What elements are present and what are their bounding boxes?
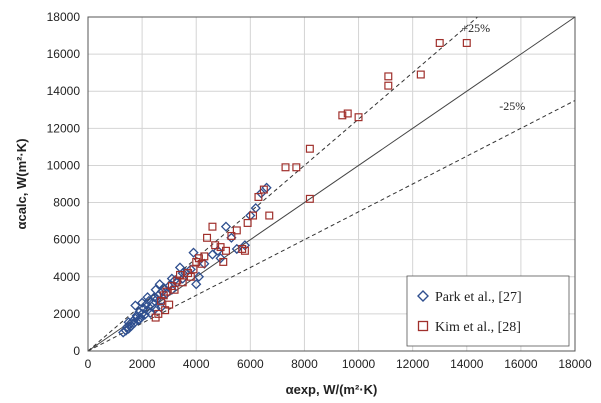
y-tick-label: 14000 [47,84,81,98]
park-data-point [142,292,153,303]
legend-marker-kim [417,320,429,332]
legend-marker-park [417,290,429,302]
park-data-point [220,221,232,232]
y-tick-label: 0 [73,344,80,358]
kim-data-point [281,163,290,172]
kim-data-point [157,296,166,305]
kim-data-point [173,276,182,285]
y-tick-label: 2000 [53,307,80,321]
kim-data-point [211,241,220,250]
park-data-point [199,258,210,269]
y-tick-label: 4000 [53,270,80,284]
kim-data-point [254,192,263,201]
kim-data-point [203,233,212,242]
y-tick-label: 8000 [53,196,80,210]
kim-data-point [189,265,198,274]
kim-data-point [240,246,249,255]
legend-box [406,275,570,347]
plot-area [87,16,576,352]
kim-data-point [221,246,230,255]
x-tick-label: 16000 [504,357,538,371]
kim-data-point [194,254,203,263]
kim-data-point [170,285,179,294]
park-data-point [188,247,199,258]
kim-data-point [462,38,471,47]
kim-data-point [165,300,174,309]
reference-label-minus-25: -25% [499,99,525,113]
y-tick-label: 18000 [47,10,81,24]
kim-data-point [249,211,258,220]
kim-data-point [238,244,247,253]
kim-data-point [219,257,228,266]
tolerance-line [87,100,576,352]
park-data-point [150,284,161,295]
kim-data-point [208,222,217,231]
park-data-point [191,279,202,290]
legend-label: Kim et al., [28] [435,320,521,335]
y-tick-label: 6000 [53,233,80,247]
kim-data-point [343,109,352,118]
park-data-point [256,188,267,199]
kim-data-point [435,38,444,47]
kim-data-point [338,111,347,120]
park-data-point [212,245,223,256]
tolerance-line [87,16,478,352]
kim-data-point [197,259,206,268]
park-data-point [215,253,226,264]
x-tick-label: 14000 [450,357,484,371]
y-axis-title: αcalc, W(m²·K) [14,138,29,229]
park-data-point [123,317,134,328]
kim-data-point [232,226,241,235]
kim-data-point [416,70,425,79]
kim-data-point [259,185,268,194]
kim-data-point [227,231,236,240]
tick-labels: 0 2000 4000 6000 8000 10000 12000 14000 16000 180… [47,10,592,371]
kim-data-point [354,113,363,122]
park-data-point [155,302,167,313]
kim-data-point [384,81,393,90]
kim-data-point [305,194,314,203]
park-data-point [164,280,175,292]
x-tick-label: 4000 [183,357,210,371]
kim-data-point [305,144,314,153]
park-data-point [134,314,145,325]
legend-label: Park et al., [27] [435,290,522,305]
park-data-point [193,271,205,282]
park-data-point [207,249,218,260]
y-tick-label: 10000 [47,158,81,172]
kim-data-point [200,252,209,261]
x-tick-label: 18000 [558,357,592,371]
x-tick-label: 10000 [342,357,376,371]
x-tick-label: 6000 [237,357,264,371]
x-axis-title: αexp, W/(m²·K) [286,382,378,397]
x-tick-label: 2000 [129,357,156,371]
kim-data-point [384,72,393,81]
y-tick-label: 16000 [47,47,81,61]
kim-data-point [161,306,170,315]
kim-data-point [175,270,184,279]
reference-label-plus-25: +25% [461,21,490,35]
park-data-point [239,240,251,251]
kim-data-point [265,211,274,220]
park-data-point [231,243,242,255]
kim-data-point [243,218,252,227]
kim-data-point [186,272,195,281]
park-data-point [150,303,161,314]
kim-data-point [178,278,187,287]
y-tick-label: 12000 [47,121,81,135]
park-data-point [130,300,141,311]
park-data-point [136,297,148,308]
legend: Park et al., [27] Kim et al., [28] [406,275,570,347]
x-tick-label: 0 [85,357,92,371]
x-tick-label: 8000 [291,357,318,371]
kim-data-point [162,287,171,296]
kim-data-point [292,163,301,172]
data-points [118,38,471,338]
park-data-point [145,307,156,319]
x-tick-label: 12000 [396,357,430,371]
